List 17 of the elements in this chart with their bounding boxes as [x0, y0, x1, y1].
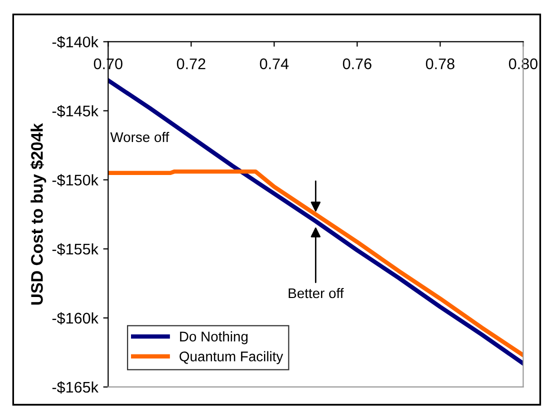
annotation: Worse off	[110, 132, 170, 142]
y-tick-label: -$165k	[52, 381, 98, 394]
annotation: Better off	[288, 288, 344, 298]
x-tick-label: 0.72	[176, 58, 206, 70]
x-tick-label: 0.78	[426, 58, 454, 70]
x-tick-label: 0.74	[260, 58, 289, 70]
y-tick-label: -$145k	[52, 104, 98, 118]
legend-label: Quantum Facility	[180, 351, 284, 364]
y-tick-label: -$155k	[52, 243, 98, 256]
y-tick-label: -$160k	[52, 312, 98, 325]
y-tick-label: -$140k	[52, 36, 98, 48]
legend-label: Do Nothing	[180, 331, 248, 344]
x-tick-label: 0.80	[508, 58, 538, 70]
y-tick-label: -$150k	[52, 174, 98, 186]
x-tick-label: 0.76	[342, 58, 372, 70]
y-axis-title: USD Cost to buy $204k	[30, 123, 46, 305]
line-series	[108, 78, 524, 366]
